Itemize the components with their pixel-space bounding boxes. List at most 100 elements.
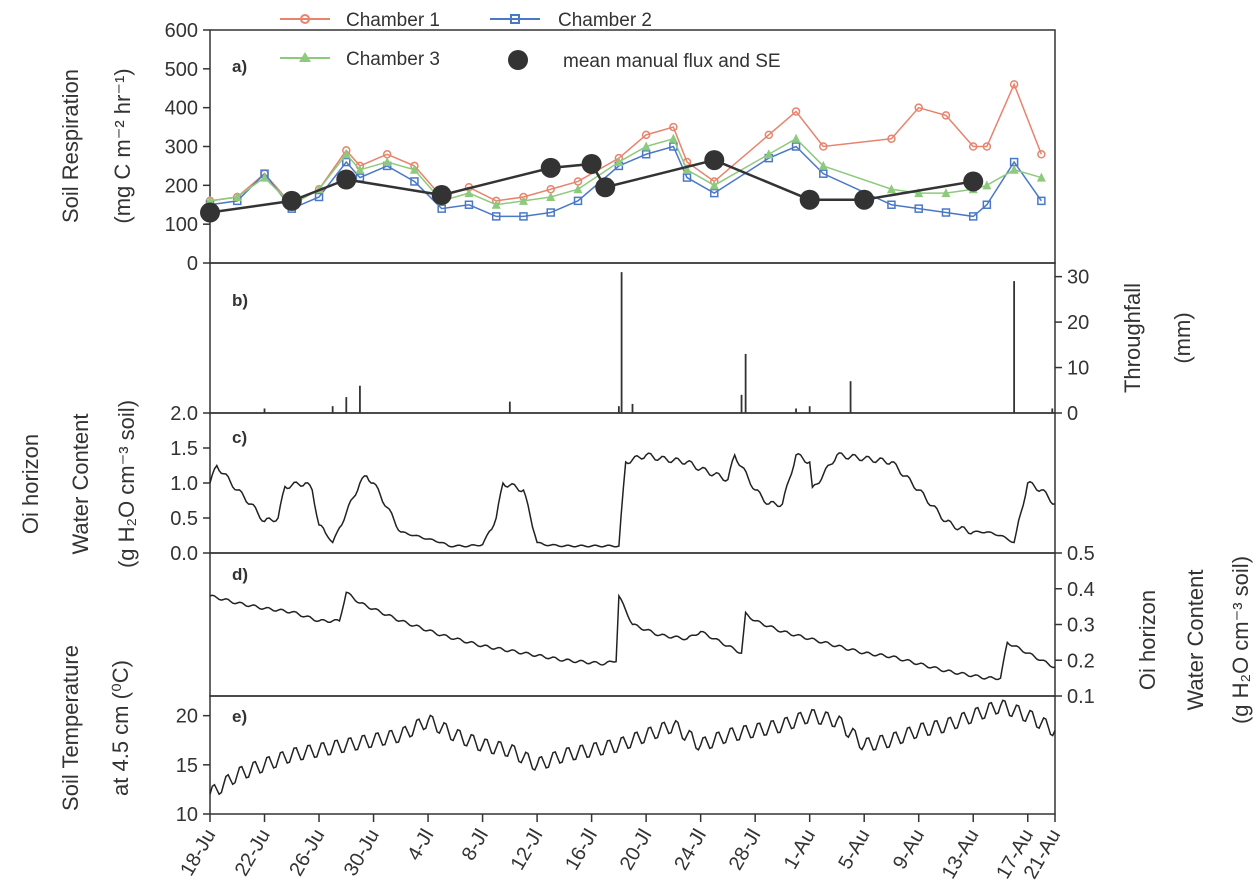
panel-e-label: e)	[232, 707, 247, 726]
series-chamber-1-point-16	[641, 130, 651, 140]
panel-e-ytick-label-0: 10	[176, 804, 198, 826]
panel-e-ytick-label-2: 20	[176, 706, 198, 728]
legend-manual-flux-label: mean manual flux and SE	[563, 51, 781, 72]
panel-c-ytick-label-0: 0.0	[170, 543, 198, 565]
series-chamber-2-point-19	[710, 188, 719, 198]
series-chamber-3-point-1	[232, 191, 242, 201]
panel-d-ytick-label-3: 0.4	[1067, 579, 1095, 601]
series-chamber-3-point-2	[260, 172, 270, 182]
legend: Chamber 1 Chamber 2 Chamber 3 mean manua…	[280, 10, 781, 72]
series-mean-manual-flux-and-se-point-1	[281, 190, 302, 211]
panel-e-frame	[209, 695, 1056, 815]
series-chamber-3-point-29	[1036, 172, 1046, 182]
series-chamber-3-point-24	[914, 188, 924, 198]
panel-b-ytick-label-2: 20	[1067, 312, 1089, 334]
panel-b-label: b)	[232, 291, 248, 310]
legend-manual-flux-marker	[508, 50, 528, 70]
panel-d-ytick-label-1: 0.2	[1067, 650, 1095, 672]
series-mean-manual-flux-and-se-point-0	[200, 202, 220, 223]
series-chamber-1-point-21	[791, 107, 801, 116]
series-mean-manual-flux-and-se-point-3	[431, 185, 452, 206]
chart-marks	[200, 80, 1056, 796]
panel-c-label: c)	[232, 428, 247, 447]
panel-d-ylabel-line2: Water Content	[1183, 569, 1208, 710]
x-tick-label-11: 1-Au	[780, 826, 820, 874]
x-tick-label-10: 28-Jl	[725, 826, 766, 875]
series-chamber-2-point-14	[573, 196, 583, 206]
series-chamber-1-point-28	[1009, 80, 1019, 89]
panel-a-ytick-label-6: 600	[165, 20, 198, 42]
x-tick-label-4: 4-Jl	[403, 826, 438, 865]
series-chamber-2-point-8	[410, 177, 419, 186]
panel-a-ytick-label-5: 500	[165, 59, 198, 81]
panel-c-ylabel-line1: Oi horizon	[18, 434, 43, 534]
series-chamber-1-point-27	[982, 142, 992, 151]
series-chamber-3-point-7	[382, 157, 392, 167]
series-chamber-3-point-12	[518, 195, 528, 205]
series-chamber-3-point-25	[941, 188, 951, 198]
series-chamber-3-point-10	[464, 188, 474, 198]
series-mean-manual-flux-and-se-point-10	[963, 171, 984, 192]
series-chamber-1-point-20	[764, 130, 774, 140]
series-chamber-2-point-18	[682, 173, 692, 182]
legend-chamber-3: Chamber 3	[280, 49, 440, 70]
panel-c-ytick-label-3: 1.5	[170, 438, 198, 460]
series-mean-manual-flux-and-se	[200, 150, 984, 223]
panel-d-ytick-label-0: 0.1	[1067, 686, 1095, 708]
panel-a-ytick-label-1: 100	[165, 214, 198, 236]
series-chamber-2-point-21	[791, 142, 801, 151]
legend-chamber-3-marker	[299, 52, 311, 62]
panel-e-ylabel-line1: Soil Temperature	[58, 645, 83, 811]
legend-chamber-1-label: Chamber 1	[346, 10, 440, 31]
series-mean-manual-flux-and-se-point-6	[595, 177, 616, 198]
series-chamber-2-point-13	[546, 208, 555, 217]
series-chamber-3-point-16	[641, 141, 651, 151]
panel-a-ytick-label-3: 300	[165, 137, 198, 159]
series-chamber-1-point-29	[1037, 150, 1046, 159]
panel-b-ytick-label-1: 10	[1067, 358, 1089, 380]
legend-chamber-3-label: Chamber 3	[346, 49, 440, 70]
legend-chamber-1-marker	[300, 14, 310, 24]
series-mean-manual-flux-and-se-point-9	[854, 189, 875, 210]
series-chamber-3-point-14	[573, 184, 583, 194]
panel-b-ytick-label-3: 30	[1067, 267, 1089, 289]
x-tick-label-7: 16-Jl	[561, 826, 602, 875]
x-tick-label-1: 22-Ju	[231, 826, 275, 880]
series-chamber-3-point-17	[668, 133, 678, 143]
panel-b-ylabel-line2: (mm)	[1170, 312, 1195, 363]
panel-a-label: a)	[232, 57, 247, 76]
panel-d-line	[209, 591, 1055, 681]
panel-b-ylabel-line1: Throughfall	[1120, 283, 1145, 393]
series-mean-manual-flux-and-se-point-2	[336, 169, 357, 190]
series-chamber-3-point-28	[1009, 164, 1019, 174]
panel-d-series	[209, 591, 1055, 681]
legend-chamber-2-label: Chamber 2	[558, 10, 652, 31]
x-tick-label-8: 20-Jl	[616, 826, 657, 875]
series-chamber-1-point-23	[887, 134, 896, 143]
panel-e-series	[209, 699, 1056, 796]
series-chamber-2-point-11	[491, 212, 501, 221]
panel-d-ylabel-line1: Oi horizon	[1135, 590, 1160, 690]
series-chamber-3-point-18	[682, 164, 692, 174]
legend-chamber-2: Chamber 2	[490, 10, 652, 31]
panel-e-ytick-label-1: 15	[176, 755, 198, 777]
series-chamber-1-point-22	[819, 142, 828, 151]
series-chamber-2-point-9	[437, 204, 446, 213]
series-chamber-3-point-22	[818, 160, 828, 170]
throughfall-bars	[263, 272, 1054, 413]
panel-d-ylabel-line3: (g H₂O cm⁻³ soil)	[1228, 556, 1253, 724]
series-chamber-1-point-25	[941, 111, 951, 120]
series-chamber-2-point-22	[819, 169, 828, 178]
series-chamber-2-point-23	[887, 200, 896, 209]
panel-a-ytick-label-2: 200	[165, 175, 198, 197]
series-chamber-3-point-15	[614, 157, 624, 167]
series-chamber-2-point-12	[519, 212, 528, 221]
series-chamber-2-point-4	[314, 192, 324, 202]
series-chamber-3-point-23	[886, 184, 896, 194]
series-mean-manual-flux-and-se-point-8	[799, 189, 820, 210]
legend-manual-flux: mean manual flux and SE	[508, 50, 781, 72]
series-chamber-3-point-0	[205, 195, 215, 205]
legend-chamber-2-marker	[510, 14, 520, 24]
panel-c-line	[209, 452, 1056, 548]
